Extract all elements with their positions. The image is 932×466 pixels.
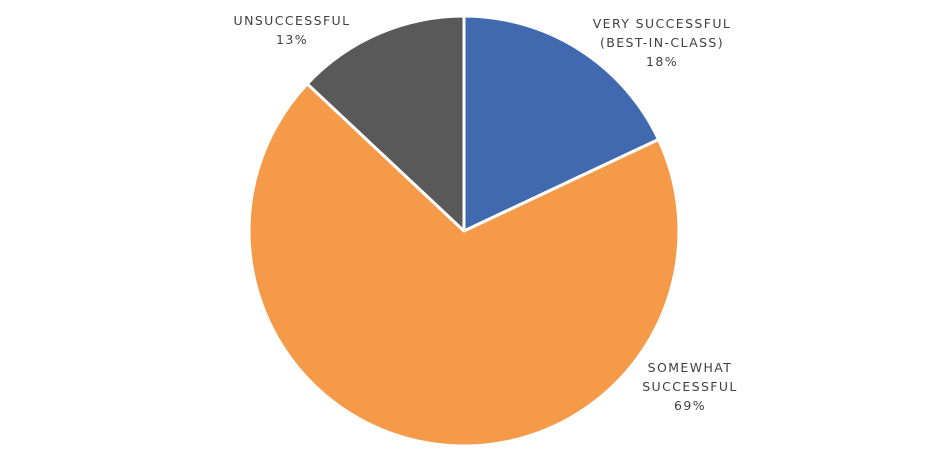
pie-slice (305, 14, 466, 233)
slice-label: UNSUCCESSFUL 13% (207, 11, 377, 49)
category-label: VERY SUCCESSFUL (BEST-IN-CLASS) (592, 16, 732, 50)
category-label: SOMEWHAT SUCCESSFUL (642, 360, 738, 394)
pie-slice (247, 82, 681, 448)
value-label: 69% (674, 398, 706, 413)
slice-label: VERY SUCCESSFUL (BEST-IN-CLASS) 18% (577, 14, 747, 71)
value-label: 18% (646, 54, 678, 69)
value-label: 13% (276, 32, 308, 47)
category-label: UNSUCCESSFUL (233, 13, 351, 28)
pie-slice (462, 14, 661, 233)
slice-label: SOMEWHAT SUCCESSFUL 69% (625, 358, 755, 415)
